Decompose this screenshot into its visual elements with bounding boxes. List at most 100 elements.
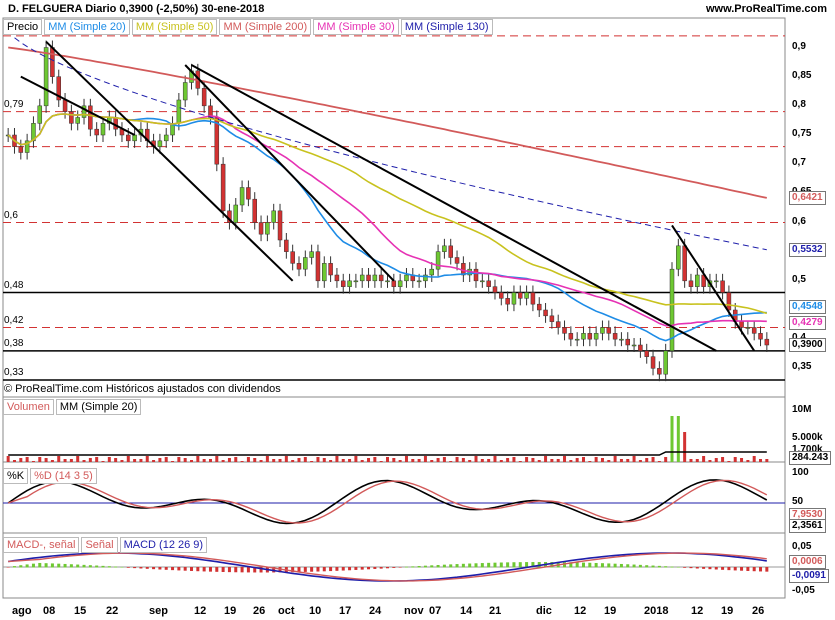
volume-bar [689, 459, 693, 462]
legend-entry: MM (Simple 30) [313, 19, 399, 35]
x-axis-tick: 12 [194, 605, 207, 617]
price-y-tick: 0,5 [792, 273, 806, 285]
volume-bar [569, 460, 573, 462]
macd-histogram-bar [57, 563, 61, 568]
volume-bar [468, 460, 472, 462]
candle-body [315, 251, 321, 282]
macd-histogram-bar [101, 565, 105, 568]
volume-bar [556, 459, 560, 462]
volume-bar [183, 458, 187, 462]
macd-histogram-bar [752, 567, 756, 572]
volume-bar [367, 458, 371, 462]
volume-bar [348, 459, 352, 462]
price-y-tick: 0,4 [792, 332, 806, 343]
volume-bar [215, 456, 219, 462]
volume-bar [632, 456, 636, 462]
volume-bar [575, 458, 579, 462]
macd-histogram-bar [379, 567, 383, 569]
candle-body [75, 117, 80, 124]
volume-bar [493, 456, 497, 462]
candle-body [650, 356, 656, 369]
volume-bar [714, 458, 718, 462]
macd-histogram-bar [411, 566, 415, 568]
volume-bar [436, 458, 440, 462]
macd-histogram-bar [695, 567, 699, 569]
macd-histogram-bar [158, 567, 162, 570]
macd-histogram-bar [25, 564, 29, 568]
x-axis-tick: nov [404, 605, 424, 617]
volume-bar [322, 458, 326, 462]
volume-bar [316, 457, 320, 462]
candle-body [113, 117, 118, 130]
candle-body [100, 123, 106, 136]
trend-line [45, 40, 294, 282]
candle-body [568, 333, 574, 340]
macd-histogram-bar [468, 563, 472, 568]
macd-histogram-bar [335, 567, 339, 571]
candle-body [492, 286, 498, 293]
volume-bar [152, 460, 156, 462]
volume-bar [664, 457, 668, 462]
volume-bar [404, 456, 408, 462]
macd-histogram-bar [702, 567, 706, 569]
candle-body [284, 239, 289, 252]
candle-body [631, 344, 637, 347]
volume-bar [683, 432, 687, 462]
macd-histogram-bar [563, 562, 567, 568]
macd-histogram-bar [638, 564, 642, 568]
volume-bar [411, 459, 415, 462]
legend-entry: MM (Simple 20) [44, 19, 130, 35]
macd-histogram-bar [683, 567, 687, 568]
volume-bar [752, 456, 756, 462]
stoch-y-tick: 100 [792, 467, 809, 478]
macd-histogram-bar [442, 564, 446, 568]
volume-bar [297, 458, 301, 462]
volume-bar [600, 458, 604, 462]
macd-histogram-bar [581, 562, 585, 568]
candle-body [62, 99, 68, 112]
macd-histogram-bar [613, 563, 617, 568]
candle-body [157, 140, 163, 147]
price-y-tick: 0,75 [792, 128, 812, 139]
macd-histogram-bar [455, 564, 459, 568]
volume-bar [6, 456, 10, 462]
candle-body [265, 222, 270, 235]
candle-body [511, 292, 517, 305]
candle-body [751, 327, 757, 334]
x-axis-tick: 26 [253, 605, 266, 617]
macd-histogram-bar [493, 562, 497, 568]
last-value-badge: 0,3900 [789, 338, 826, 352]
macd-histogram-bar [38, 562, 42, 568]
legend-entry: %D (14 3 5) [30, 468, 97, 484]
volume-bar [398, 460, 402, 462]
volume-bar [474, 456, 478, 462]
candle-body [682, 245, 687, 282]
macd-histogram-bar [506, 562, 510, 568]
volume-bar [126, 456, 130, 462]
candle-body [252, 198, 257, 223]
provider-link[interactable]: www.ProRealTime.com [705, 3, 827, 15]
candle-body [56, 76, 61, 101]
level-label: 0,6 [4, 209, 18, 221]
volume-bar [57, 456, 61, 462]
macd-histogram-bar [626, 564, 630, 568]
background [0, 18, 835, 620]
ma130-line [7, 29, 767, 251]
volume-bar [499, 460, 503, 462]
volume-bar [746, 460, 750, 462]
macd-histogram-bar [480, 563, 484, 568]
volume-bar [638, 460, 642, 462]
macd-histogram-bar [120, 566, 124, 568]
candle-body [543, 309, 548, 317]
volume-bar [272, 459, 276, 462]
level-label: 0,42 [4, 314, 24, 326]
macd-histogram-bar [19, 565, 23, 568]
x-axis-tick: 12 [691, 605, 704, 617]
macd-histogram-bar [474, 563, 478, 568]
volume-bar [360, 460, 364, 462]
macd-histogram-bar [550, 562, 554, 568]
x-axis-tick: sep [149, 605, 168, 617]
macd-histogram-bar [240, 567, 244, 573]
macd-histogram-bar [398, 567, 402, 568]
